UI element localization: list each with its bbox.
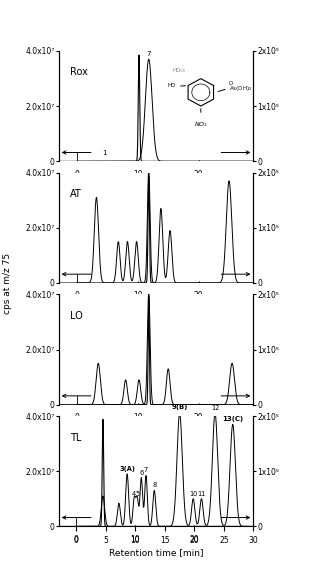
- Text: HO: HO: [168, 83, 176, 88]
- Text: 13(C): 13(C): [222, 415, 243, 422]
- Text: 10: 10: [131, 535, 140, 544]
- Text: 0: 0: [74, 170, 79, 179]
- Text: 11: 11: [197, 491, 205, 496]
- Text: 20: 20: [194, 413, 203, 422]
- Text: 20: 20: [190, 535, 199, 544]
- Text: 12: 12: [211, 405, 219, 411]
- Text: 1: 1: [102, 151, 107, 156]
- Text: $NO_2$: $NO_2$: [194, 119, 208, 128]
- Text: Rox: Rox: [70, 67, 88, 78]
- Text: AT: AT: [70, 189, 82, 199]
- X-axis label: Retention time [min]: Retention time [min]: [109, 548, 203, 557]
- Text: 10: 10: [133, 170, 143, 179]
- Text: HO₀₀: HO₀₀: [173, 68, 186, 74]
- Text: As(OH)$_2$: As(OH)$_2$: [229, 84, 252, 93]
- Text: 0: 0: [74, 291, 79, 301]
- Text: O: O: [229, 81, 233, 85]
- Text: 3(A): 3(A): [119, 466, 135, 471]
- Text: 7: 7: [146, 51, 151, 57]
- Text: 20: 20: [194, 291, 203, 301]
- Text: 9(B): 9(B): [171, 405, 188, 410]
- Text: 20: 20: [194, 170, 203, 179]
- Text: 10: 10: [189, 491, 197, 496]
- Text: 7: 7: [144, 468, 148, 473]
- Text: 10: 10: [133, 413, 143, 422]
- Text: 5: 5: [135, 491, 139, 496]
- Text: cps at m/z 75: cps at m/z 75: [3, 252, 12, 314]
- Text: 4: 4: [132, 491, 136, 496]
- Text: 10: 10: [133, 291, 143, 301]
- Text: TL: TL: [70, 432, 82, 443]
- Text: 0: 0: [74, 535, 79, 544]
- Text: LO: LO: [70, 311, 83, 321]
- Text: 6: 6: [139, 470, 143, 475]
- Text: 8: 8: [152, 482, 156, 488]
- Text: 0: 0: [74, 413, 79, 422]
